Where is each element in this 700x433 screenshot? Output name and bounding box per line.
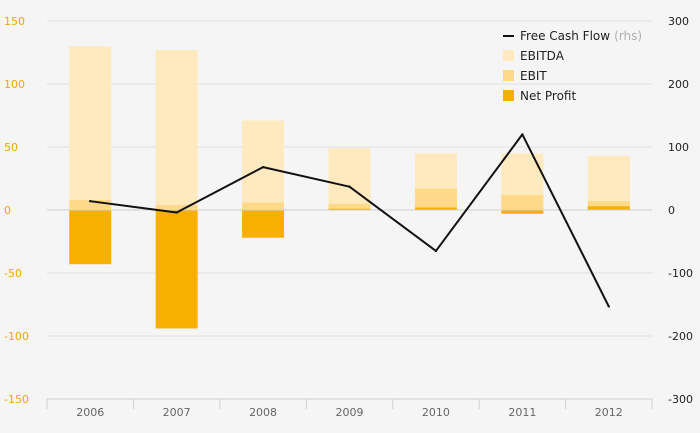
free-cash-flow-point: [89, 199, 92, 203]
y-right-tick-label: -100: [668, 267, 693, 280]
x-tick-label: 2007: [163, 406, 191, 419]
legend-label-text: EBIT: [520, 69, 547, 83]
x-tick-label: 2010: [422, 406, 450, 419]
ebitda-bar: [328, 148, 371, 210]
net-profit-bar: [587, 206, 630, 210]
y-right-tick-label: 100: [668, 141, 689, 154]
legend-label-text: Net Profit: [520, 89, 576, 103]
x-tick-label: 2008: [249, 406, 277, 419]
y-right-tick-label: -200: [668, 330, 693, 343]
net-profit-bar: [501, 210, 544, 214]
y-right-tick-label: 200: [668, 78, 689, 91]
x-tick-label: 2011: [508, 406, 536, 419]
y-left-tick-label: -50: [4, 267, 22, 280]
y-left-tick-label: -100: [4, 330, 29, 343]
ebitda-bar: [587, 155, 630, 210]
ebit-bar: [155, 204, 198, 210]
y-right-tick-label: -300: [668, 393, 693, 406]
ebitda-bar: [242, 120, 285, 210]
y-right-tick-label: 300: [668, 15, 689, 28]
legend-label: Free Cash Flow (rhs): [520, 29, 642, 43]
y-left-tick-label: 100: [4, 78, 25, 91]
free-cash-flow-point: [434, 249, 438, 253]
legend-box-swatch: [503, 50, 514, 61]
ebit-bar: [242, 202, 285, 210]
x-tick-label: 2009: [336, 406, 364, 419]
ebit-bar: [69, 199, 112, 210]
net-profit-bar: [414, 207, 457, 210]
legend-label-text: EBITDA: [520, 49, 565, 63]
y-left-tick-label: 150: [4, 15, 25, 28]
net-profit-bar: [328, 208, 371, 210]
ebit-bar: [587, 201, 630, 210]
ebit-bar: [328, 203, 371, 210]
legend-label-sub: (rhs): [614, 29, 642, 43]
y-left-tick-label: 0: [4, 204, 11, 217]
free-cash-flow-point: [348, 185, 351, 188]
free-cash-flow-point: [261, 165, 265, 169]
ebit-bar: [501, 194, 544, 210]
free-cash-flow-point: [607, 305, 610, 308]
legend-label: EBITDA: [520, 49, 565, 63]
ebitda-bar: [155, 49, 198, 211]
x-tick-label: 2006: [76, 406, 104, 419]
legend-box-swatch: [503, 90, 514, 101]
y-left-tick-label: -150: [4, 393, 29, 406]
legend-label: EBIT: [520, 69, 547, 83]
free-cash-flow-point: [175, 211, 178, 214]
ebitda-bar: [69, 46, 112, 211]
y-left-tick-label: 50: [4, 141, 18, 154]
free-cash-flow-point: [521, 133, 524, 136]
y-right-tick-label: 0: [668, 204, 675, 217]
legend-label: Net Profit: [520, 89, 576, 103]
legend-label-text: Free Cash Flow: [520, 29, 610, 43]
ebit-bar: [414, 188, 457, 210]
x-tick-label: 2012: [595, 406, 623, 419]
legend-box-swatch: [503, 70, 514, 81]
net-profit-bar: [155, 210, 198, 329]
net-profit-bar: [69, 210, 112, 265]
net-profit-bar: [242, 210, 285, 238]
